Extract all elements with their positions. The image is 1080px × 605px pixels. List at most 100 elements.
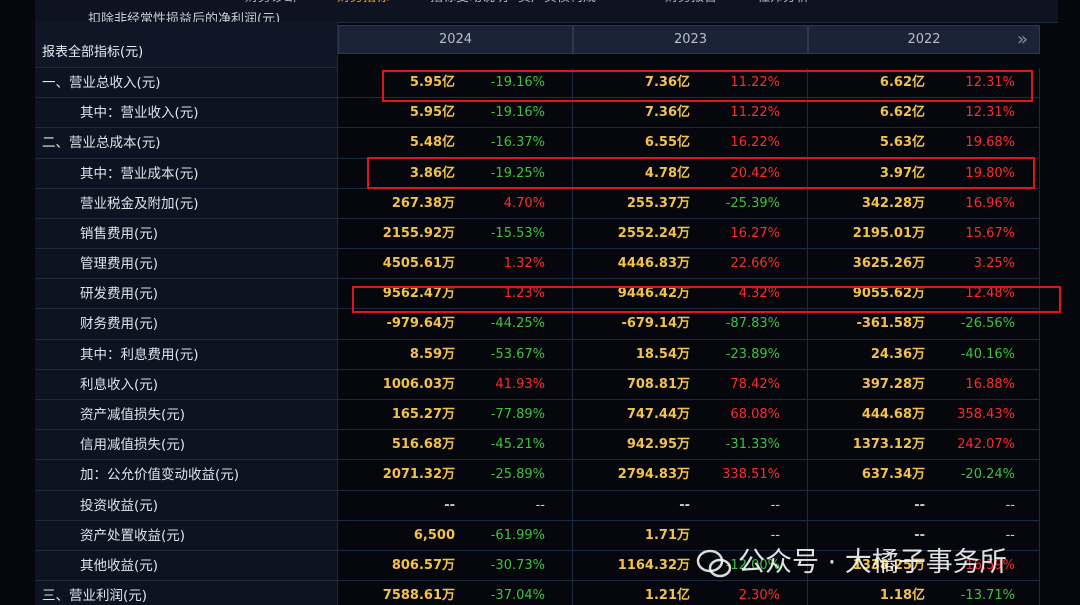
change-percent: 1.32% xyxy=(503,256,545,272)
value: 942.95万 xyxy=(626,437,690,453)
value: 2552.24万 xyxy=(617,225,690,241)
row-label: 其他收益(元) xyxy=(80,557,159,574)
tab: 指标变动说明 xyxy=(430,0,508,6)
value-cell xyxy=(338,68,573,99)
change-percent: 12.48% xyxy=(965,286,1015,302)
column-year: 2023 xyxy=(673,32,708,47)
change-percent: -- xyxy=(535,497,545,513)
value-cell xyxy=(338,309,573,340)
value: 708.81万 xyxy=(626,376,690,392)
value-cell xyxy=(808,68,1040,99)
value: 9446.42万 xyxy=(617,286,690,302)
tab: 财务指标 xyxy=(337,0,389,6)
value: -- xyxy=(444,497,455,513)
wechat-icon xyxy=(696,549,732,578)
value-cell xyxy=(573,68,808,99)
value: 1006.03万 xyxy=(382,376,455,392)
row-label: 信用减值损失(元) xyxy=(80,437,186,454)
value: 18.54万 xyxy=(635,346,690,362)
value: 444.68万 xyxy=(861,406,925,422)
value-cell xyxy=(808,399,1040,431)
change-percent: 11.22% xyxy=(730,75,780,90)
row-label: 三、营业利润(元) xyxy=(42,588,148,605)
change-percent: 41.93% xyxy=(495,376,545,392)
value: 165.27万 xyxy=(391,406,455,422)
value-cell xyxy=(338,550,573,582)
value-cell xyxy=(573,490,808,521)
value: 5.95亿 xyxy=(409,75,455,90)
row-label: 销售费用(元) xyxy=(80,225,159,242)
value-cell xyxy=(338,520,573,551)
value: 7.36亿 xyxy=(644,75,690,90)
value: 255.37万 xyxy=(626,195,690,211)
change-percent: -45.21% xyxy=(490,437,545,453)
value-cell xyxy=(573,460,808,491)
value: 9055.62万 xyxy=(852,286,925,302)
value: 5.48亿 xyxy=(409,135,455,151)
value-cell xyxy=(338,490,573,521)
value-cell xyxy=(338,581,573,605)
change-percent: 2.30% xyxy=(738,588,780,604)
tab: 杜邦分析 xyxy=(757,0,809,6)
value: 747.44万 xyxy=(626,406,690,422)
value: 7.36亿 xyxy=(644,105,690,121)
value-cell xyxy=(573,279,808,310)
row-label: 一、营业总收入(元) xyxy=(42,75,161,91)
row-label-cell xyxy=(35,460,338,491)
value-cell xyxy=(808,550,1040,582)
row-label: 利息收入(元) xyxy=(80,376,159,393)
change-percent: -25.89% xyxy=(490,467,545,483)
change-percent: -23.89% xyxy=(725,346,780,362)
change-percent: 12.31% xyxy=(965,75,1015,90)
change-percent: 358.43% xyxy=(957,406,1015,422)
value-cell xyxy=(808,188,1040,219)
value: -679.14万 xyxy=(621,316,690,332)
change-percent: 16.96% xyxy=(965,195,1015,211)
value: -979.64万 xyxy=(386,316,455,332)
value: 2195.01万 xyxy=(852,225,925,241)
change-percent: -- xyxy=(1005,527,1015,543)
change-percent: -87.83% xyxy=(725,316,780,332)
value: 3.86亿 xyxy=(409,165,455,181)
value: -- xyxy=(679,497,690,513)
tab: 财务诊断 xyxy=(245,0,297,6)
row-label-cell xyxy=(35,188,338,219)
row-label-cell xyxy=(35,309,338,340)
value: 1164.32万 xyxy=(617,557,690,573)
row-label-cell xyxy=(35,550,338,582)
change-percent: 4.70% xyxy=(503,195,545,211)
value: -361.58万 xyxy=(856,316,925,332)
value: 267.38万 xyxy=(391,195,455,211)
change-percent: 68.08% xyxy=(730,406,780,422)
value: 4.78亿 xyxy=(644,165,690,181)
value-cell xyxy=(808,430,1040,461)
value: 6.62亿 xyxy=(879,75,925,90)
value: 9562.47万 xyxy=(382,286,455,302)
value: 7588.61万 xyxy=(382,588,455,604)
value-cell xyxy=(338,369,573,400)
row-label-cell xyxy=(35,490,338,521)
value-cell xyxy=(573,520,808,551)
value-cell xyxy=(808,158,1040,189)
highlight-box xyxy=(352,286,1061,313)
value-cell xyxy=(573,218,808,250)
column-year: 2024 xyxy=(438,32,473,47)
value-cell xyxy=(808,581,1040,605)
value-cell xyxy=(338,460,573,491)
watermark: 公众号 · 大橘子事务所 xyxy=(738,547,1007,578)
row-label: 资产减值损失(元) xyxy=(80,406,186,423)
value-cell xyxy=(338,249,573,280)
row-label-cell xyxy=(35,158,338,189)
value-cell xyxy=(338,188,573,219)
row-label-cell xyxy=(35,430,338,461)
value: 6.55亿 xyxy=(644,135,690,151)
change-percent: -53.67% xyxy=(490,346,545,362)
row-label-cell xyxy=(35,369,338,400)
row-label-cell xyxy=(35,218,338,250)
value-cell xyxy=(808,460,1040,491)
value-cell xyxy=(808,490,1040,521)
column-header xyxy=(338,25,573,54)
value-cell xyxy=(573,98,808,129)
value: 342.28万 xyxy=(861,195,925,211)
expand-icon: » xyxy=(1017,29,1029,50)
